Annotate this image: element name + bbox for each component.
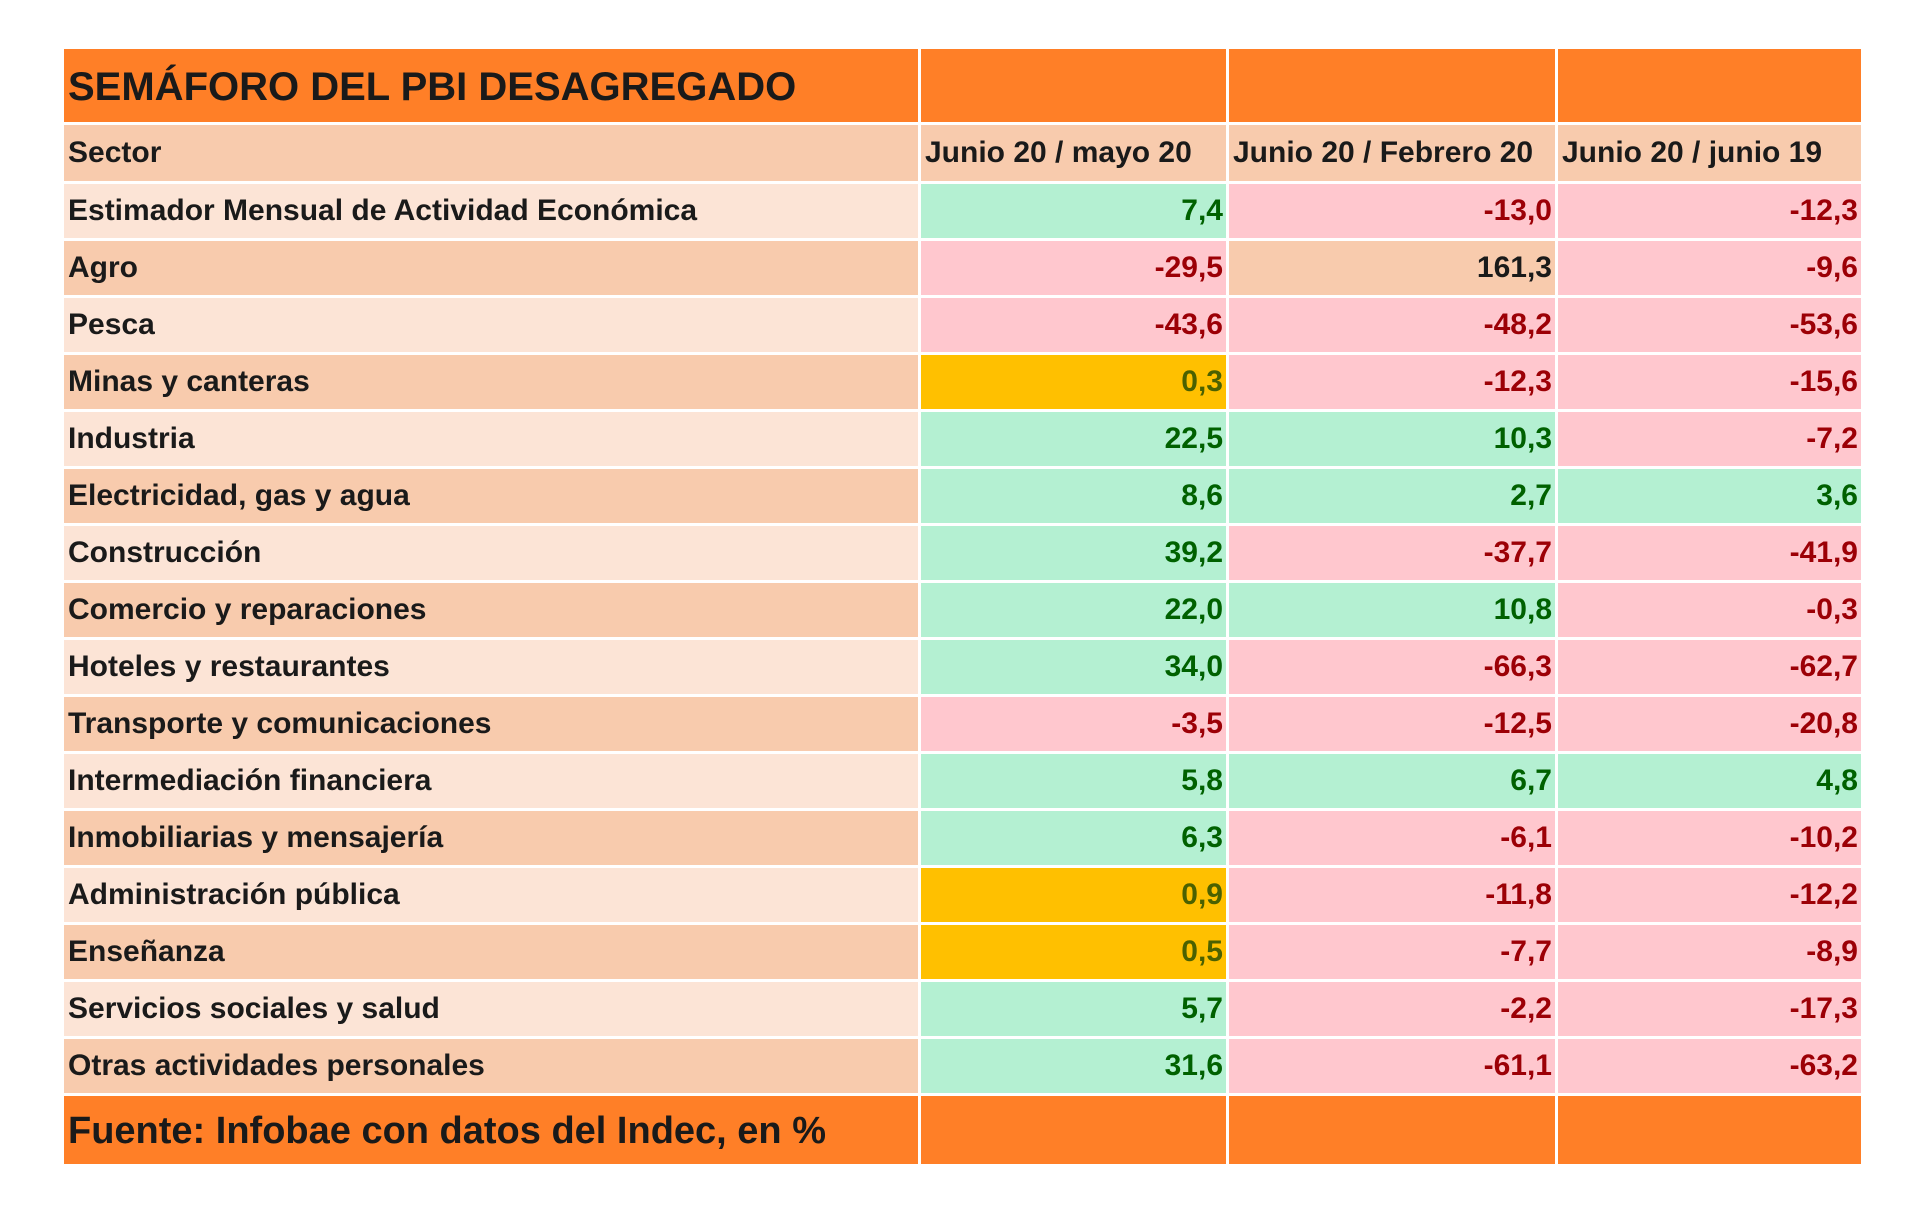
table-row: Inmobiliarias y mensajería 6,3 -6,1 -10,2 <box>64 811 1861 865</box>
column-header-vs-february: Junio 20 / Febrero 20 <box>1229 125 1555 181</box>
value-cell: -17,3 <box>1558 982 1861 1036</box>
value-cell: 8,6 <box>921 469 1226 523</box>
value-cell: -62,7 <box>1558 640 1861 694</box>
value-cell: 22,0 <box>921 583 1226 637</box>
table-row: Minas y canteras 0,3 -12,3 -15,6 <box>64 355 1861 409</box>
source-note: Fuente: Infobae con datos del Indec, en … <box>64 1096 918 1164</box>
value-cell: -7,2 <box>1558 412 1861 466</box>
sector-label: Pesca <box>64 298 918 352</box>
sector-label: Construcción <box>64 526 918 580</box>
value-cell: 4,8 <box>1558 754 1861 808</box>
value-cell: -43,6 <box>921 298 1226 352</box>
sector-label: Otras actividades personales <box>64 1039 918 1093</box>
title-empty-cell <box>1558 49 1861 122</box>
value-cell: 7,4 <box>921 184 1226 238</box>
table-row: Otras actividades personales 31,6 -61,1 -63… <box>64 1039 1861 1093</box>
sector-label: Comercio y reparaciones <box>64 583 918 637</box>
sector-label: Estimador Mensual de Actividad Económica <box>64 184 918 238</box>
column-header-vs-june-prev-year: Junio 20 / junio 19 <box>1558 125 1861 181</box>
value-cell: 2,7 <box>1229 469 1555 523</box>
value-cell: 31,6 <box>921 1039 1226 1093</box>
value-cell: -3,5 <box>921 697 1226 751</box>
title-row: SEMÁFORO DEL PBI DESAGREGADO <box>64 49 1861 122</box>
value-cell: -29,5 <box>921 241 1226 295</box>
sector-label: Hoteles y restaurantes <box>64 640 918 694</box>
sector-label: Minas y canteras <box>64 355 918 409</box>
header-row: Sector Junio 20 / mayo 20 Junio 20 / Feb… <box>64 125 1861 181</box>
title-empty-cell <box>921 49 1226 122</box>
value-cell: -53,6 <box>1558 298 1861 352</box>
sector-label: Transporte y comunicaciones <box>64 697 918 751</box>
table-row: Servicios sociales y salud 5,7 -2,2 -17,3 <box>64 982 1861 1036</box>
value-cell: -10,2 <box>1558 811 1861 865</box>
value-cell: -37,7 <box>1229 526 1555 580</box>
footer-empty-cell <box>1229 1096 1555 1164</box>
value-cell: -9,6 <box>1558 241 1861 295</box>
table-row: Comercio y reparaciones 22,0 10,8 -0,3 <box>64 583 1861 637</box>
value-cell: 6,3 <box>921 811 1226 865</box>
value-cell: -0,3 <box>1558 583 1861 637</box>
table-row: Estimador Mensual de Actividad Económica… <box>64 184 1861 238</box>
value-cell: -63,2 <box>1558 1039 1861 1093</box>
table-row: Industria 22,5 10,3 -7,2 <box>64 412 1861 466</box>
value-cell: -11,8 <box>1229 868 1555 922</box>
value-cell: 5,8 <box>921 754 1226 808</box>
table-row: Transporte y comunicaciones -3,5 -12,5 -20,… <box>64 697 1861 751</box>
value-cell: 0,5 <box>921 925 1226 979</box>
value-cell: 10,8 <box>1229 583 1555 637</box>
value-cell: -13,0 <box>1229 184 1555 238</box>
value-cell: 5,7 <box>921 982 1226 1036</box>
table-row: Construcción 39,2 -37,7 -41,9 <box>64 526 1861 580</box>
footer-empty-cell <box>1558 1096 1861 1164</box>
value-cell: 6,7 <box>1229 754 1555 808</box>
value-cell: -7,7 <box>1229 925 1555 979</box>
value-cell: -41,9 <box>1558 526 1861 580</box>
value-cell: -2,2 <box>1229 982 1555 1036</box>
footer-empty-cell <box>921 1096 1226 1164</box>
value-cell: -12,2 <box>1558 868 1861 922</box>
table-title: SEMÁFORO DEL PBI DESAGREGADO <box>64 49 918 122</box>
value-cell: 0,9 <box>921 868 1226 922</box>
table-row: Agro -29,5 161,3 -9,6 <box>64 241 1861 295</box>
value-cell: 22,5 <box>921 412 1226 466</box>
value-cell: 34,0 <box>921 640 1226 694</box>
title-empty-cell <box>1229 49 1555 122</box>
sector-label: Administración pública <box>64 868 918 922</box>
table-row: Enseñanza 0,5 -7,7 -8,9 <box>64 925 1861 979</box>
sector-label: Enseñanza <box>64 925 918 979</box>
value-cell: -12,3 <box>1229 355 1555 409</box>
value-cell: -8,9 <box>1558 925 1861 979</box>
pbi-traffic-light-table: SEMÁFORO DEL PBI DESAGREGADO Sector Juni… <box>64 49 1861 1164</box>
value-cell: -66,3 <box>1229 640 1555 694</box>
table-body: Estimador Mensual de Actividad Económica… <box>64 184 1861 1093</box>
value-cell: -15,6 <box>1558 355 1861 409</box>
table-row: Intermediación financiera 5,8 6,7 4,8 <box>64 754 1861 808</box>
sector-label: Servicios sociales y salud <box>64 982 918 1036</box>
table-row: Electricidad, gas y agua 8,6 2,7 3,6 <box>64 469 1861 523</box>
value-cell: -20,8 <box>1558 697 1861 751</box>
value-cell: -12,3 <box>1558 184 1861 238</box>
column-header-sector: Sector <box>64 125 918 181</box>
column-header-vs-may: Junio 20 / mayo 20 <box>921 125 1226 181</box>
value-cell: -61,1 <box>1229 1039 1555 1093</box>
sector-label: Industria <box>64 412 918 466</box>
value-cell: 161,3 <box>1229 241 1555 295</box>
table-row: Pesca -43,6 -48,2 -53,6 <box>64 298 1861 352</box>
table-row: Administración pública 0,9 -11,8 -12,2 <box>64 868 1861 922</box>
sector-label: Inmobiliarias y mensajería <box>64 811 918 865</box>
value-cell: 10,3 <box>1229 412 1555 466</box>
value-cell: 0,3 <box>921 355 1226 409</box>
sector-label: Electricidad, gas y agua <box>64 469 918 523</box>
sector-label: Intermediación financiera <box>64 754 918 808</box>
sector-label: Agro <box>64 241 918 295</box>
value-cell: 39,2 <box>921 526 1226 580</box>
value-cell: -12,5 <box>1229 697 1555 751</box>
value-cell: -48,2 <box>1229 298 1555 352</box>
value-cell: -6,1 <box>1229 811 1555 865</box>
footer-row: Fuente: Infobae con datos del Indec, en … <box>64 1096 1861 1164</box>
value-cell: 3,6 <box>1558 469 1861 523</box>
table-row: Hoteles y restaurantes 34,0 -66,3 -62,7 <box>64 640 1861 694</box>
